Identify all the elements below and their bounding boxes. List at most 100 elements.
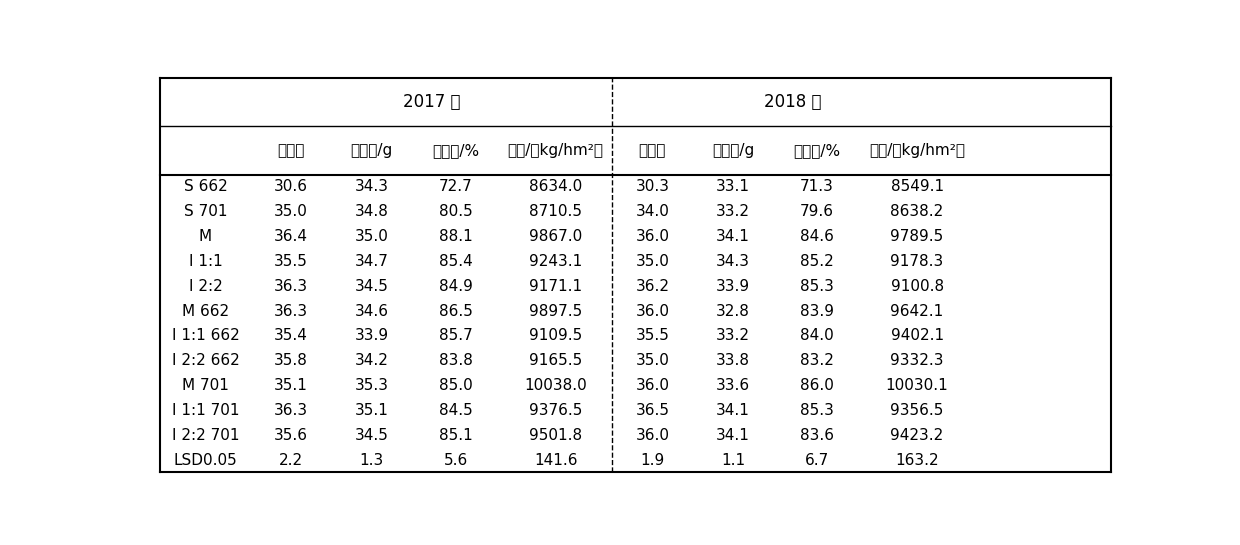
Text: 72.7: 72.7 — [439, 179, 472, 195]
Text: 2017 年: 2017 年 — [403, 93, 460, 111]
Text: 86.5: 86.5 — [439, 304, 472, 319]
Text: 84.5: 84.5 — [439, 403, 472, 418]
Text: 9171.1: 9171.1 — [529, 278, 583, 294]
Text: M: M — [198, 229, 212, 244]
Text: 33.2: 33.2 — [715, 329, 750, 343]
Text: 84.0: 84.0 — [800, 329, 835, 343]
Text: 35.0: 35.0 — [635, 353, 670, 368]
Text: 产量/（kg/hm²）: 产量/（kg/hm²） — [869, 143, 965, 158]
Text: S 662: S 662 — [184, 179, 227, 195]
Text: 1.9: 1.9 — [640, 452, 665, 468]
Text: 83.6: 83.6 — [800, 428, 835, 443]
Text: 71.3: 71.3 — [800, 179, 835, 195]
Text: 85.1: 85.1 — [439, 428, 472, 443]
Text: 9178.3: 9178.3 — [890, 254, 944, 269]
Text: 36.4: 36.4 — [274, 229, 308, 244]
Text: 83.2: 83.2 — [800, 353, 835, 368]
Text: 34.1: 34.1 — [717, 403, 750, 418]
Text: 86.0: 86.0 — [800, 378, 835, 393]
Text: I 2:2 701: I 2:2 701 — [171, 428, 239, 443]
Text: 8710.5: 8710.5 — [529, 204, 583, 219]
Text: 9789.5: 9789.5 — [890, 229, 944, 244]
Text: I 2:2 662: I 2:2 662 — [171, 353, 239, 368]
Text: 2.2: 2.2 — [279, 452, 303, 468]
Text: 35.6: 35.6 — [274, 428, 308, 443]
Text: 行粒数: 行粒数 — [278, 143, 305, 158]
Text: 产量/（kg/hm²）: 产量/（kg/hm²） — [507, 143, 604, 158]
Text: 163.2: 163.2 — [895, 452, 939, 468]
Text: 34.3: 34.3 — [715, 254, 750, 269]
Text: 9642.1: 9642.1 — [890, 304, 944, 319]
Text: 36.3: 36.3 — [274, 403, 308, 418]
Text: 34.1: 34.1 — [717, 229, 750, 244]
Text: 36.0: 36.0 — [635, 428, 670, 443]
Text: 8549.1: 8549.1 — [890, 179, 944, 195]
Text: 34.2: 34.2 — [355, 353, 388, 368]
Text: 百粒重/g: 百粒重/g — [351, 143, 393, 158]
Text: 88.1: 88.1 — [439, 229, 472, 244]
Text: 34.1: 34.1 — [717, 428, 750, 443]
Text: 8638.2: 8638.2 — [890, 204, 944, 219]
Text: 85.3: 85.3 — [800, 278, 835, 294]
Text: 32.8: 32.8 — [717, 304, 750, 319]
Text: 30.6: 30.6 — [274, 179, 308, 195]
Text: 30.3: 30.3 — [635, 179, 670, 195]
Text: 35.0: 35.0 — [635, 254, 670, 269]
Text: 33.1: 33.1 — [715, 179, 750, 195]
Text: 36.5: 36.5 — [635, 403, 670, 418]
Text: I 1:1 662: I 1:1 662 — [171, 329, 239, 343]
Text: 35.5: 35.5 — [274, 254, 308, 269]
Text: 83.9: 83.9 — [800, 304, 835, 319]
Text: M 662: M 662 — [182, 304, 229, 319]
Text: 34.0: 34.0 — [635, 204, 670, 219]
Text: I 1:1: I 1:1 — [188, 254, 222, 269]
Text: 34.5: 34.5 — [355, 428, 388, 443]
Text: 9376.5: 9376.5 — [529, 403, 583, 418]
Text: 9100.8: 9100.8 — [890, 278, 944, 294]
Text: 85.4: 85.4 — [439, 254, 472, 269]
Text: 34.6: 34.6 — [355, 304, 388, 319]
Text: 34.5: 34.5 — [355, 278, 388, 294]
Text: M 701: M 701 — [182, 378, 229, 393]
Text: 84.6: 84.6 — [800, 229, 835, 244]
Text: 36.3: 36.3 — [274, 278, 308, 294]
Text: 33.2: 33.2 — [715, 204, 750, 219]
Text: 5.6: 5.6 — [444, 452, 467, 468]
Text: 1.3: 1.3 — [360, 452, 384, 468]
Text: 85.0: 85.0 — [439, 378, 472, 393]
Text: 33.6: 33.6 — [715, 378, 750, 393]
Text: 9423.2: 9423.2 — [890, 428, 944, 443]
Text: 9332.3: 9332.3 — [890, 353, 944, 368]
Text: 79.6: 79.6 — [800, 204, 835, 219]
Text: 9897.5: 9897.5 — [529, 304, 583, 319]
Text: 85.2: 85.2 — [800, 254, 835, 269]
Text: 34.7: 34.7 — [355, 254, 388, 269]
Text: 33.8: 33.8 — [715, 353, 750, 368]
Text: 10038.0: 10038.0 — [525, 378, 587, 393]
Text: 35.8: 35.8 — [274, 353, 308, 368]
Text: 35.1: 35.1 — [274, 378, 308, 393]
Text: 83.8: 83.8 — [439, 353, 472, 368]
Text: LSD0.05: LSD0.05 — [174, 452, 237, 468]
Text: 百粒重/g: 百粒重/g — [712, 143, 754, 158]
Text: 6.7: 6.7 — [805, 452, 830, 468]
Text: 35.0: 35.0 — [274, 204, 308, 219]
Text: 36.3: 36.3 — [274, 304, 308, 319]
Text: 结实率/%: 结实率/% — [433, 143, 480, 158]
Text: 34.3: 34.3 — [355, 179, 388, 195]
Text: 8634.0: 8634.0 — [529, 179, 583, 195]
Text: 34.8: 34.8 — [355, 204, 388, 219]
Text: 9165.5: 9165.5 — [529, 353, 583, 368]
Text: 33.9: 33.9 — [715, 278, 750, 294]
Text: 2018 年: 2018 年 — [764, 93, 822, 111]
Text: 84.9: 84.9 — [439, 278, 472, 294]
Text: 1.1: 1.1 — [720, 452, 745, 468]
Text: 35.1: 35.1 — [355, 403, 388, 418]
Text: 9356.5: 9356.5 — [890, 403, 944, 418]
Text: 36.2: 36.2 — [635, 278, 670, 294]
Text: 35.4: 35.4 — [274, 329, 308, 343]
Text: 9109.5: 9109.5 — [529, 329, 583, 343]
Text: I 1:1 701: I 1:1 701 — [171, 403, 239, 418]
Text: 141.6: 141.6 — [534, 452, 578, 468]
Text: 行粒数: 行粒数 — [639, 143, 666, 158]
